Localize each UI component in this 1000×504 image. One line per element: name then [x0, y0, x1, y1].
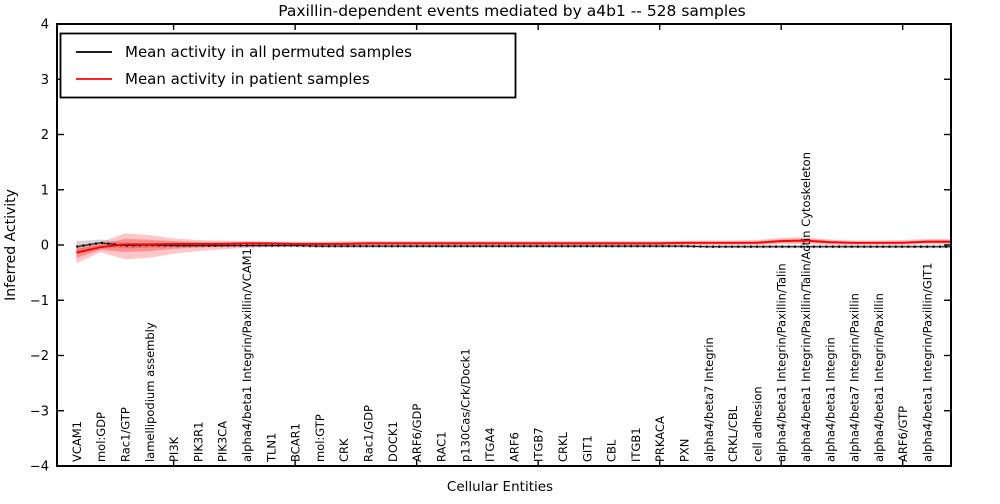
x-category-label: PXN: [677, 439, 691, 462]
legend-box: [59, 32, 517, 99]
x-category-label: BCAR1: [289, 423, 303, 462]
y-tick-label: 1: [41, 183, 49, 198]
x-category-label: Rac1/GDP: [362, 405, 376, 462]
x-category-label: alpha4/beta1 Integrin/Paxillin/Talin/Act…: [799, 152, 813, 462]
patient-band-outer: [76, 233, 951, 264]
x-category-label: RAC1: [434, 431, 448, 462]
x-category-label: CRK: [337, 438, 351, 462]
x-category-label: alpha4/beta1 Integrin: [823, 337, 837, 462]
x-category-label: ITGB7: [532, 427, 546, 462]
x-category-label: ITGA4: [483, 427, 497, 462]
axis-ticks: [57, 23, 951, 467]
x-category-label: CRKL: [556, 431, 570, 462]
permuted-mean-markers: [76, 241, 951, 248]
series-lines: [76, 239, 951, 254]
x-category-label: ARF6/GTP: [896, 406, 910, 462]
x-category-label: GIT1: [580, 435, 594, 462]
legend-label-permuted: Mean activity in all permuted samples: [125, 43, 412, 61]
y-tick-label: −1: [30, 294, 49, 309]
x-category-label: Rac1/GTP: [119, 407, 133, 462]
x-category-labels: VCAM1 mol:GDP Rac1/GTP lamellipodium assemb…: [70, 152, 935, 463]
x-category-label: CBL: [605, 439, 619, 462]
x-category-label: alpha4/beta1 Integrin/Paxillin/Talin: [775, 263, 789, 462]
x-category-label: VCAM1: [70, 421, 84, 462]
y-tick-label: −4: [30, 460, 49, 475]
x-category-label: p130Cas/Crk/Dock1: [459, 348, 473, 462]
legend: Mean activity in all permuted samples Me…: [59, 32, 517, 99]
x-category-label: TLN1: [264, 433, 278, 463]
x-category-label: cell adhesion: [750, 386, 764, 462]
x-category-label: PIK3R1: [191, 422, 205, 463]
chart-title: Paxillin-dependent events mediated by a4…: [278, 2, 746, 20]
x-category-label: ARF6: [507, 432, 521, 462]
y-tick-label: 2: [41, 128, 49, 143]
x-category-label: alpha4/beta1 Integrin/Paxillin/VCAM1: [240, 248, 254, 462]
x-category-label: mol:GDP: [94, 412, 108, 462]
x-category-label: alpha4/beta1 Integrin/Paxillin/GIT1: [921, 263, 935, 462]
x-category-label: PIK3CA: [216, 421, 230, 462]
x-category-label: DOCK1: [386, 421, 400, 462]
x-category-label: alpha4/beta7 Integrin: [702, 337, 716, 462]
x-axis-label: Cellular Entities: [447, 479, 553, 495]
x-category-label: ITGB1: [629, 427, 643, 462]
patient-mean-line: [76, 239, 951, 254]
y-axis-label: Inferred Activity: [3, 189, 19, 301]
confidence-bands: [76, 233, 951, 264]
x-category-label: mol:GTP: [313, 414, 327, 462]
y-tick-labels: 4 3 2 1 0 −1 −2 −3 −4: [30, 18, 49, 475]
y-tick-label: −2: [30, 349, 49, 364]
x-category-label: PI3K: [167, 436, 181, 462]
x-category-label: PRKACA: [653, 416, 667, 462]
x-category-label: ARF6/GDP: [410, 404, 424, 462]
legend-label-patient: Mean activity in patient samples: [125, 70, 370, 88]
x-category-label: alpha4/beta7 Integrin/Paxillin: [848, 293, 862, 462]
y-tick-label: 4: [41, 18, 49, 33]
y-tick-label: 0: [41, 239, 49, 254]
x-category-label: lamellipodium assembly: [143, 322, 157, 462]
y-tick-label: 3: [41, 73, 49, 88]
y-tick-label: −3: [30, 404, 49, 419]
x-category-label: alpha4/beta1 Integrin/Paxillin: [872, 293, 886, 462]
x-category-label: CRKL/CBL: [726, 405, 740, 462]
